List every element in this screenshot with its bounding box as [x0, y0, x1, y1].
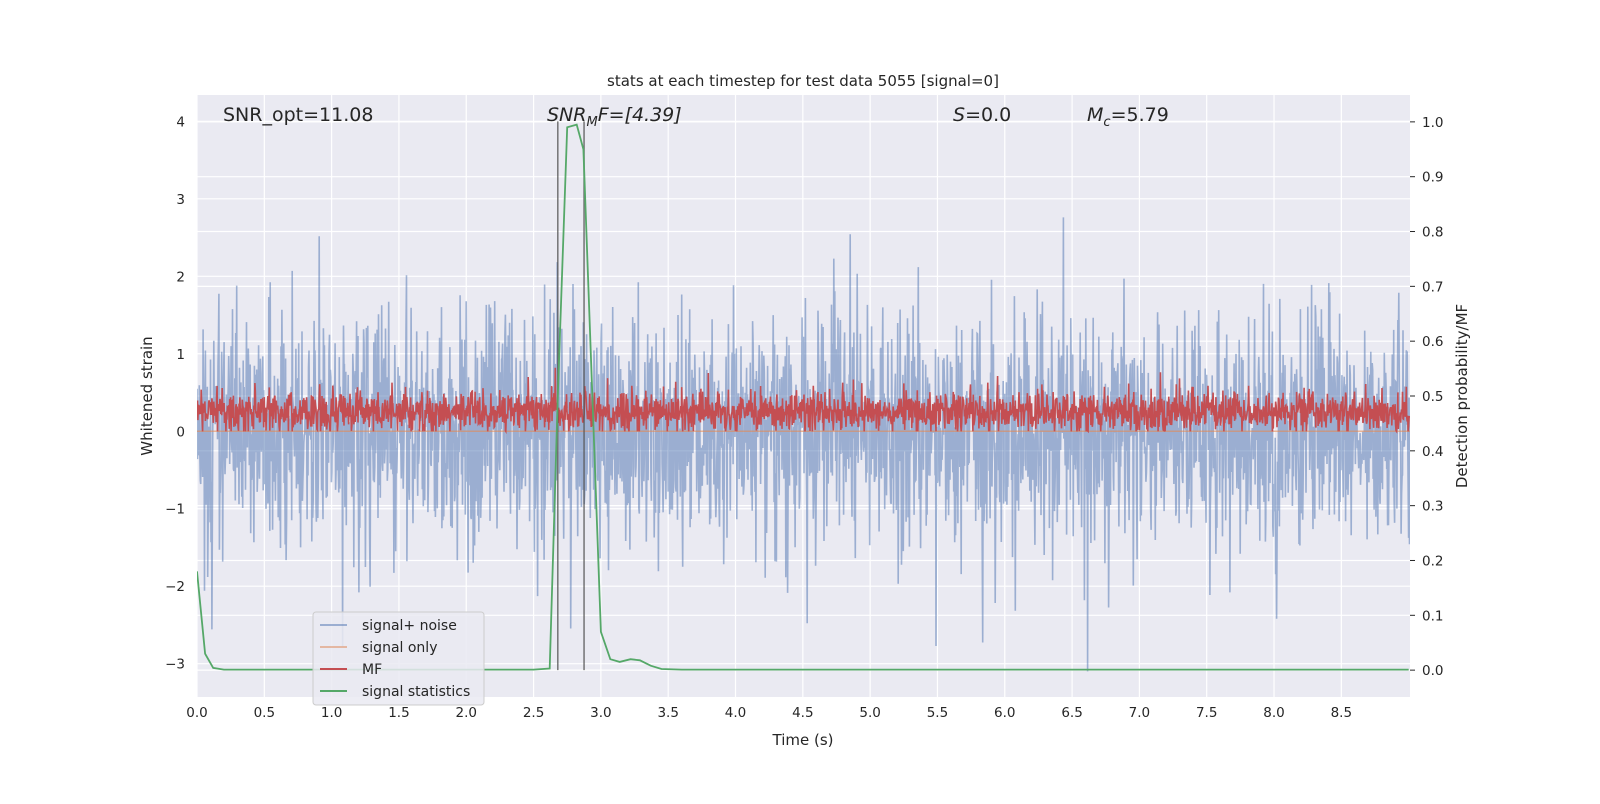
x-tick-label: 8.5 [1331, 705, 1352, 721]
y-tick-label: 3 [176, 192, 185, 208]
x-tick-label: 0.0 [186, 705, 207, 721]
legend-box [312, 611, 485, 706]
y-axis-label-right: Detection probability/MF [1453, 304, 1471, 488]
x-tick-label: 8.0 [1263, 705, 1284, 721]
y-tick-label: −2 [165, 579, 185, 595]
x-tick-label: 4.0 [725, 705, 746, 721]
y-right-tick-label: 0.7 [1422, 279, 1443, 295]
y-tick-label: 4 [176, 114, 185, 130]
x-tick-label: 1.5 [388, 705, 409, 721]
legend-label-signal-statistics: signal statistics [362, 684, 470, 700]
x-tick-label: 6.5 [1061, 705, 1082, 721]
y-right-tick-label: 1.0 [1422, 115, 1443, 131]
y-tick-label: 0 [176, 424, 185, 440]
y-axis-label: Whitened strain [138, 336, 156, 455]
series-signal-noise [197, 217, 1410, 672]
y-tick-label: −1 [165, 502, 185, 518]
x-tick-label: 5.5 [927, 705, 948, 721]
x-tick-label: 7.0 [1129, 705, 1150, 721]
y-tick-label: 2 [176, 269, 185, 285]
y-right-tick-label: 0.8 [1422, 225, 1443, 241]
y-right-tick-label: 0.0 [1422, 663, 1443, 679]
x-tick-label: 0.5 [254, 705, 275, 721]
y-right-tick-label: 0.5 [1422, 389, 1443, 405]
chart-title: stats at each timestep for test data 505… [607, 72, 999, 90]
legend: signal+ noise signal only MF signal stat… [312, 611, 485, 706]
legend-label-mf: MF [362, 662, 382, 678]
series-signal-statistics [197, 123, 1409, 671]
annotation-s: S=0.0 [953, 104, 1011, 126]
x-tick-label: 5.0 [859, 705, 880, 721]
y-right-tick-label: 0.9 [1422, 170, 1443, 186]
x-tick-label: 2.0 [456, 705, 477, 721]
ticks: 0.0 0.5 1.0 1.5 2.0 2.5 3.0 3.5 4.0 4.5 5.0 5.5 6.0 6… [165, 114, 1443, 721]
series-layer [197, 121, 1410, 672]
y-right-tick-label: 0.2 [1422, 553, 1443, 569]
y-right-tick-label: 0.6 [1422, 334, 1443, 350]
annotation-snr-mf: SNRMF=[4.39] [547, 104, 682, 130]
y-tick-label: −3 [165, 657, 185, 673]
x-axis-label: Time (s) [772, 731, 834, 749]
y-right-tick-label: 0.3 [1422, 499, 1443, 515]
x-tick-label: 3.5 [657, 705, 678, 721]
series-mf [197, 367, 1410, 435]
y-right-tick-label: 0.4 [1422, 444, 1443, 460]
x-tick-label: 4.5 [792, 705, 813, 721]
annotation-mc: Mc=5.79 [1087, 104, 1169, 130]
x-tick-label: 7.5 [1196, 705, 1217, 721]
legend-label-signal-only: signal only [362, 640, 437, 656]
x-tick-label: 3.0 [590, 705, 611, 721]
x-tick-label: 2.5 [523, 705, 544, 721]
legend-label-signal-noise: signal+ noise [362, 618, 457, 634]
y-right-tick-label: 0.1 [1422, 608, 1443, 624]
annotation-snr-opt: SNR_opt=11.08 [223, 104, 373, 126]
x-tick-label: 1.0 [321, 705, 342, 721]
x-tick-label: 6.0 [994, 705, 1015, 721]
y-tick-label: 1 [176, 347, 185, 363]
